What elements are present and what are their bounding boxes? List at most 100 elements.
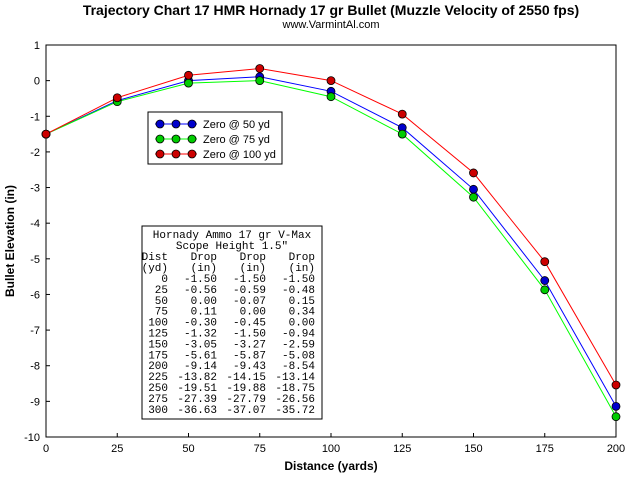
data-table-cell: -0.48 [282,285,315,297]
data-point-series-2 [255,76,265,86]
data-point-series-3 [326,76,336,86]
data-table-cell: 250 [148,383,168,395]
axis-ticks: 0 25 50 75 100 125 150 175 20010-1-2-3-4-5-6-7-8… [24,40,625,455]
data-table-cell: 0.11 [191,307,218,319]
data-table-unit: (in) [191,263,217,275]
data-table-cell: -14.15 [226,372,266,384]
data-table-cell: -36.63 [177,405,217,417]
data-point-series-2 [397,129,407,139]
x-tick-label: 150 [464,443,482,455]
data-table-cell: 25 [155,285,168,297]
x-tick-label: 125 [393,443,411,455]
x-tick-label: 50 [182,443,194,455]
data-point-series-1 [611,401,621,411]
data-point-series-2 [611,412,621,422]
x-axis-label: Distance (yards) [284,459,377,473]
data-table-cell: -37.07 [226,405,266,417]
data-table-header: Dist [142,252,168,264]
data-point-series-2 [469,192,478,202]
plot-area [45,44,617,438]
data-table-cell: 0 [161,274,168,286]
y-tick-label: -8 [30,361,40,373]
data-table-cell: -5.87 [233,350,266,362]
data-table-cell: -0.94 [282,329,315,341]
data-table-cell: -0.45 [233,318,266,330]
data-point-series-1 [540,276,550,285]
data-table-cell: -0.07 [233,296,266,308]
data-table-cell: -3.05 [184,339,217,351]
data-table-cell: -0.56 [184,285,217,297]
data-point-series-3 [469,168,478,178]
data-table-cell: -26.56 [275,394,315,406]
data-table-cell: 50 [155,296,168,308]
data-point-series-2 [326,92,336,102]
data-point-series-3 [540,257,550,267]
data-table-cell: -9.14 [184,361,217,373]
y-tick-label: -2 [30,147,40,159]
x-tick-label: 0 [43,443,49,455]
data-table-cell: -8.54 [282,361,315,373]
data-table-cell: -0.30 [184,318,217,330]
y-tick-label: 1 [34,40,40,52]
data-table-cell: -5.61 [184,350,217,362]
y-tick-label: -1 [30,111,40,123]
legend-marker [155,149,165,159]
data-table-cell: 150 [148,339,168,351]
data-point-series-2 [184,78,193,88]
data-table-cell: 0.00 [191,296,217,308]
data-table-title: Hornady Ammo 17 gr V-Max [153,230,312,242]
data-table-cell: 0.00 [240,307,266,319]
y-axis-label: Bullet Elevation (in) [3,185,17,297]
data-point-series-3 [397,109,407,119]
y-tick-label: -6 [30,289,40,301]
legend-marker [171,149,181,159]
data-table-header: Drop [191,252,217,264]
legend-marker [171,119,181,129]
data-table-cell: -18.75 [275,383,315,395]
data-table-unit: (in) [289,263,315,275]
data-point-series-3 [255,64,265,73]
legend-marker [187,119,197,129]
series-group [41,64,621,422]
y-tick-label: -9 [30,396,40,408]
y-tick-label: -4 [30,218,40,230]
data-point-series-2 [540,285,550,295]
data-table-cell: -1.32 [184,329,217,341]
x-tick-label: 200 [607,443,625,455]
x-tick-label: 75 [254,443,266,455]
data-table-cell: -13.82 [177,372,217,384]
data-table-cell: -19.51 [177,383,217,395]
data-table-cell: 275 [148,394,168,406]
y-tick-label: -10 [24,432,40,444]
legend-box [147,111,283,165]
data-table-cell: 300 [148,405,168,417]
data-table-unit: (in) [240,263,266,275]
data-table-cell: -1.50 [184,274,217,286]
data-point-series-3 [41,129,51,139]
data-point-series-3 [611,380,621,390]
data-table-cell: 175 [148,350,168,362]
data-table-cell: -1.50 [233,329,266,341]
data-table-cell: -3.27 [233,339,266,351]
data-table-cell: -27.79 [226,394,266,406]
legend-label: Zero @ 100 yd [203,149,276,161]
data-point-series-3 [184,70,193,80]
y-tick-label: -7 [30,325,40,337]
data-table-cell: 125 [148,329,168,341]
data-table-cell: -5.08 [282,350,315,362]
y-tick-label: 0 [34,76,40,88]
data-table-cell: -0.59 [233,285,266,297]
chart-subtitle: www.VarmintAl.com [282,19,380,31]
legend-marker [155,134,165,144]
legend-marker [187,149,197,159]
x-tick-label: 100 [322,443,340,455]
y-tick-label: -5 [30,254,40,266]
data-table-cell: 100 [148,318,168,330]
data-table-cell: 225 [148,372,168,384]
data-table-cell: -2.59 [282,339,315,351]
y-tick-label: -3 [30,183,40,195]
data-table-header: Drop [240,252,266,264]
legend: Zero @ 50 yd Zero @ 75 yd Zero @ 100 yd [147,111,283,165]
chart-title: Trajectory Chart 17 HMR Hornady 17 gr Bu… [83,2,579,18]
